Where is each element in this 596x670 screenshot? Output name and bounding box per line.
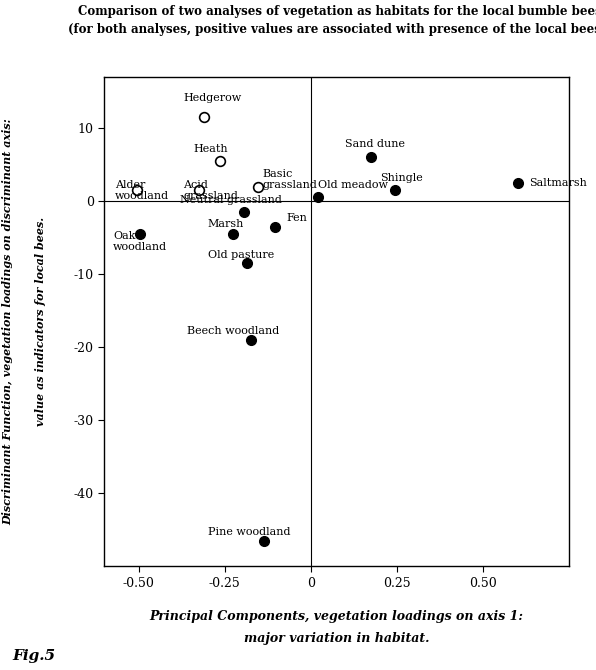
Text: Neutral grassland: Neutral grassland [180, 195, 282, 205]
Text: Marsh: Marsh [207, 219, 244, 229]
Text: Discriminant Function, vegetation loadings on discriminant axis:: Discriminant Function, vegetation loadin… [2, 118, 13, 525]
Text: Acid
grassland: Acid grassland [184, 180, 238, 200]
Text: Sand dune: Sand dune [345, 139, 405, 149]
Text: Beech woodland: Beech woodland [187, 326, 279, 336]
Text: Alder
woodland: Alder woodland [114, 180, 169, 200]
Text: Fen: Fen [287, 213, 308, 223]
Text: Hedgerow: Hedgerow [184, 92, 242, 103]
Text: Old meadow: Old meadow [318, 180, 388, 190]
Text: Shingle: Shingle [380, 173, 423, 183]
Text: Comparison of two analyses of vegetation as habitats for the local bumble bees: Comparison of two analyses of vegetation… [78, 5, 596, 17]
Text: Principal Components, vegetation loadings on axis 1:: Principal Components, vegetation loading… [150, 610, 524, 623]
Text: Old pasture: Old pasture [207, 249, 274, 259]
Text: Fig.5: Fig.5 [12, 649, 55, 663]
Text: Pine woodland: Pine woodland [207, 527, 290, 537]
Text: Basic
grassland: Basic grassland [263, 170, 318, 190]
Text: (for both analyses, positive values are associated with presence of the local be: (for both analyses, positive values are … [69, 23, 596, 36]
Text: value as indicators for local bees.: value as indicators for local bees. [35, 217, 46, 426]
Text: Saltmarsh: Saltmarsh [530, 178, 588, 188]
Text: Heath: Heath [194, 143, 228, 153]
Text: major variation in habitat.: major variation in habitat. [244, 632, 430, 645]
Text: Oak
woodland: Oak woodland [113, 231, 167, 252]
